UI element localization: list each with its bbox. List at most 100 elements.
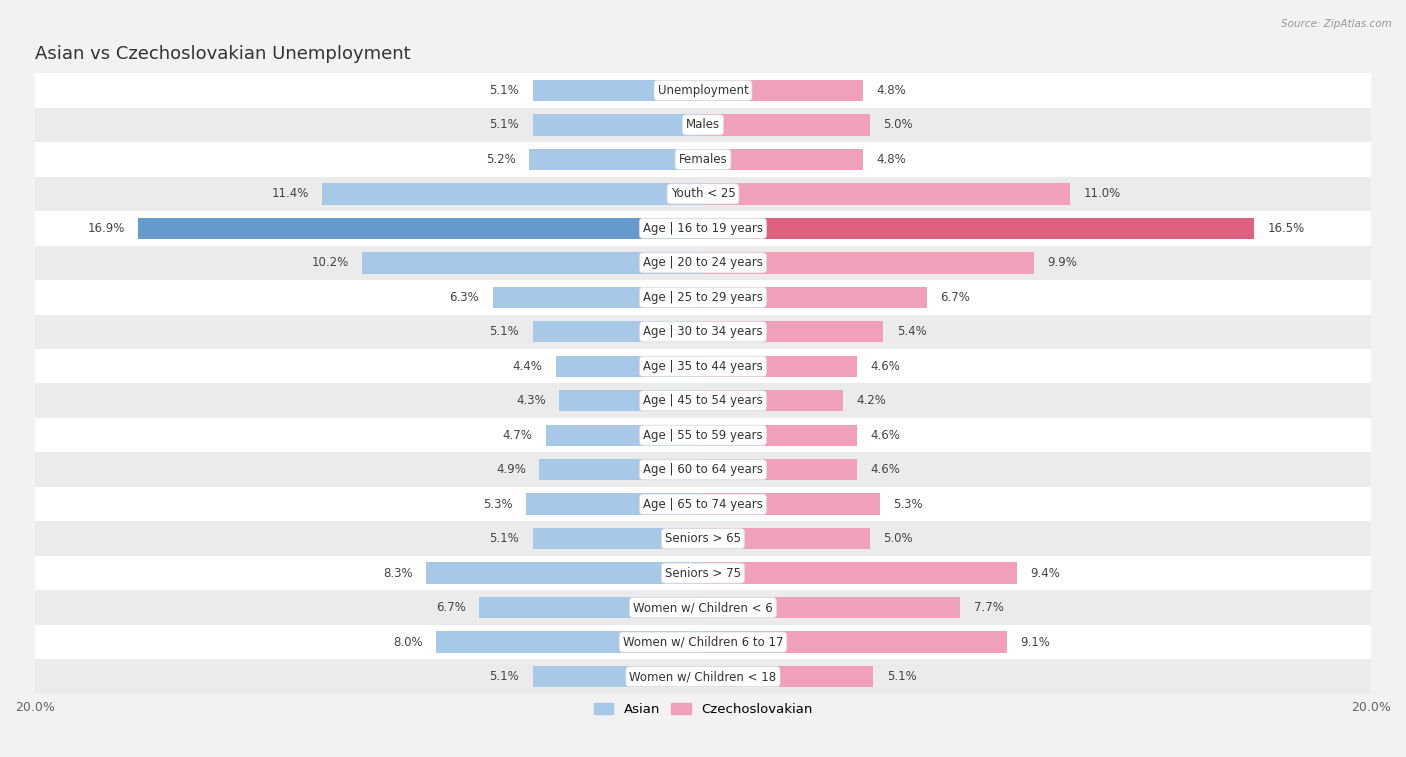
Text: Women w/ Children < 18: Women w/ Children < 18	[630, 670, 776, 683]
Bar	[703, 459, 856, 481]
Bar	[703, 79, 863, 101]
Bar	[35, 315, 1371, 349]
Text: 4.6%: 4.6%	[870, 463, 900, 476]
Text: Youth < 25: Youth < 25	[671, 187, 735, 201]
Text: 8.3%: 8.3%	[382, 567, 412, 580]
Text: 16.9%: 16.9%	[87, 222, 125, 235]
Bar	[703, 287, 927, 308]
Bar	[35, 487, 1371, 522]
Text: 7.7%: 7.7%	[973, 601, 1004, 614]
Bar	[35, 349, 1371, 384]
Bar	[533, 321, 703, 342]
Bar	[138, 218, 703, 239]
Text: Males: Males	[686, 118, 720, 132]
Text: 11.0%: 11.0%	[1084, 187, 1121, 201]
Text: 5.3%: 5.3%	[484, 497, 513, 511]
Bar	[35, 280, 1371, 315]
Bar	[533, 666, 703, 687]
Bar	[35, 245, 1371, 280]
Text: 5.1%: 5.1%	[489, 118, 519, 132]
Bar	[526, 494, 703, 515]
Text: Seniors > 65: Seniors > 65	[665, 532, 741, 545]
Text: Women w/ Children 6 to 17: Women w/ Children 6 to 17	[623, 636, 783, 649]
Text: 5.4%: 5.4%	[897, 326, 927, 338]
Bar	[703, 597, 960, 618]
Bar	[533, 528, 703, 550]
Text: 4.9%: 4.9%	[496, 463, 526, 476]
Text: 6.7%: 6.7%	[941, 291, 970, 304]
Bar	[703, 218, 1254, 239]
Text: 4.8%: 4.8%	[877, 84, 907, 97]
Text: 5.1%: 5.1%	[489, 326, 519, 338]
Bar	[35, 176, 1371, 211]
Bar	[703, 114, 870, 136]
Text: 9.9%: 9.9%	[1047, 257, 1077, 269]
Text: Age | 25 to 29 years: Age | 25 to 29 years	[643, 291, 763, 304]
Text: 10.2%: 10.2%	[312, 257, 349, 269]
Bar	[703, 148, 863, 170]
Bar	[540, 459, 703, 481]
Bar	[555, 356, 703, 377]
Bar	[35, 659, 1371, 694]
Text: 5.1%: 5.1%	[489, 532, 519, 545]
Bar	[703, 494, 880, 515]
Bar	[35, 73, 1371, 107]
Text: 4.7%: 4.7%	[503, 428, 533, 442]
Bar	[492, 287, 703, 308]
Text: 5.0%: 5.0%	[883, 118, 912, 132]
Bar	[703, 390, 844, 411]
Bar	[703, 356, 856, 377]
Text: 9.1%: 9.1%	[1021, 636, 1050, 649]
Text: Age | 60 to 64 years: Age | 60 to 64 years	[643, 463, 763, 476]
Bar	[436, 631, 703, 653]
Text: 5.3%: 5.3%	[893, 497, 922, 511]
Bar	[35, 453, 1371, 487]
Bar	[703, 666, 873, 687]
Text: 8.0%: 8.0%	[392, 636, 422, 649]
Text: 4.3%: 4.3%	[516, 394, 546, 407]
Bar	[35, 107, 1371, 142]
Bar	[479, 597, 703, 618]
Text: 5.1%: 5.1%	[489, 84, 519, 97]
Text: Source: ZipAtlas.com: Source: ZipAtlas.com	[1281, 19, 1392, 29]
Text: Age | 45 to 54 years: Age | 45 to 54 years	[643, 394, 763, 407]
Text: Age | 35 to 44 years: Age | 35 to 44 years	[643, 360, 763, 372]
Text: 5.0%: 5.0%	[883, 532, 912, 545]
Text: Age | 20 to 24 years: Age | 20 to 24 years	[643, 257, 763, 269]
Bar	[363, 252, 703, 273]
Text: Females: Females	[679, 153, 727, 166]
Text: 6.3%: 6.3%	[450, 291, 479, 304]
Bar	[35, 522, 1371, 556]
Bar	[35, 556, 1371, 590]
Bar	[560, 390, 703, 411]
Bar	[35, 418, 1371, 453]
Text: 5.1%: 5.1%	[887, 670, 917, 683]
Bar	[322, 183, 703, 204]
Text: Age | 30 to 34 years: Age | 30 to 34 years	[643, 326, 763, 338]
Text: 4.4%: 4.4%	[513, 360, 543, 372]
Text: 11.4%: 11.4%	[271, 187, 309, 201]
Text: Seniors > 75: Seniors > 75	[665, 567, 741, 580]
Bar	[35, 211, 1371, 245]
Bar	[35, 590, 1371, 625]
Text: 4.8%: 4.8%	[877, 153, 907, 166]
Bar	[35, 384, 1371, 418]
Text: Unemployment: Unemployment	[658, 84, 748, 97]
Bar	[35, 625, 1371, 659]
Text: Asian vs Czechoslovakian Unemployment: Asian vs Czechoslovakian Unemployment	[35, 45, 411, 64]
Bar	[703, 252, 1033, 273]
Bar	[703, 562, 1017, 584]
Bar	[533, 79, 703, 101]
Text: 4.2%: 4.2%	[856, 394, 887, 407]
Bar	[35, 142, 1371, 176]
Text: Age | 65 to 74 years: Age | 65 to 74 years	[643, 497, 763, 511]
Bar	[703, 321, 883, 342]
Bar	[703, 183, 1070, 204]
Bar	[533, 114, 703, 136]
Text: Age | 16 to 19 years: Age | 16 to 19 years	[643, 222, 763, 235]
Text: Age | 55 to 59 years: Age | 55 to 59 years	[643, 428, 763, 442]
Text: 9.4%: 9.4%	[1031, 567, 1060, 580]
Bar	[703, 631, 1007, 653]
Bar	[703, 528, 870, 550]
Text: 4.6%: 4.6%	[870, 428, 900, 442]
